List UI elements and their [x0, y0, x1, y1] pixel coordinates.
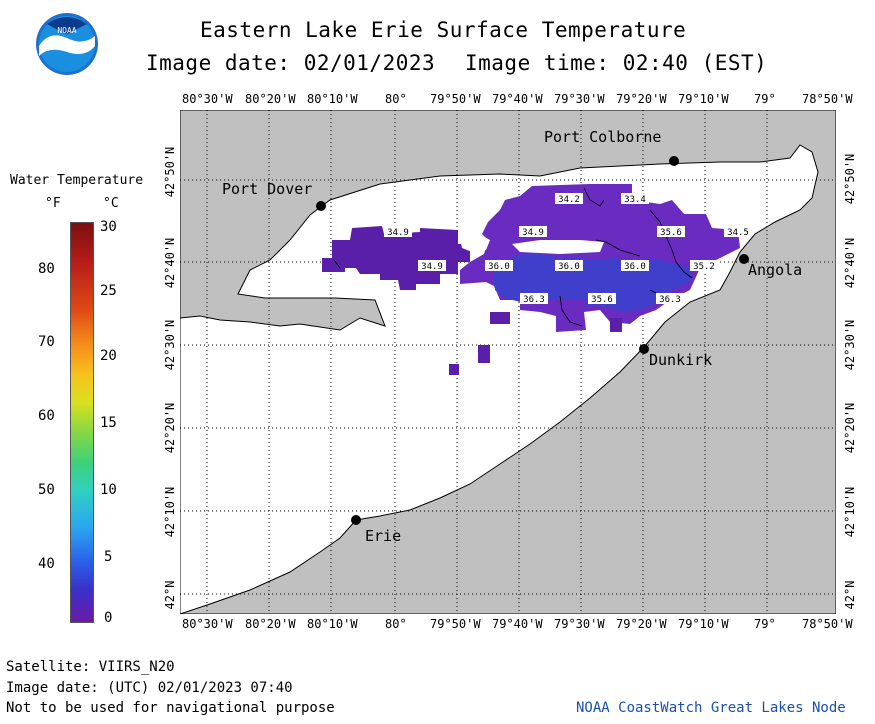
place-port-colborne: Port Colborne [544, 128, 662, 146]
legend-unit-f: °F [45, 196, 61, 211]
c-tick-10: 10 [100, 482, 117, 498]
lon-bottom-3: 80°10'W [307, 617, 358, 631]
dunkirk-marker [639, 344, 649, 354]
lon-bottom-9: 79°10'W [678, 617, 729, 631]
lat-right-2: 42°40'N [843, 237, 857, 289]
lat-left-1: 42°50'N [163, 146, 177, 198]
color-scale-bar [70, 222, 94, 623]
lat-left-3: 42°30'N [163, 319, 177, 371]
lat-right-3: 42°30'N [843, 319, 857, 371]
contour-label: 36.3 [523, 295, 545, 305]
utc-date: Image date: (UTC) 02/01/2023 07:40 [6, 680, 293, 696]
c-tick-0: 0 [104, 610, 113, 626]
city-markers [316, 156, 749, 525]
f-tick-80: 80 [38, 261, 55, 277]
lat-left-2: 42°40'N [163, 237, 177, 289]
c-tick-25: 25 [100, 283, 117, 299]
lon-bottom-5: 79°50'W [430, 617, 481, 631]
lat-left-6: 42°N [163, 580, 177, 610]
port-colborne-marker [669, 156, 679, 166]
lon-top-10: 79° [754, 92, 776, 106]
contour-label: 36.0 [488, 262, 510, 272]
lat-right-1: 42°50'N [843, 153, 857, 205]
contour-label: 34.5 [727, 228, 749, 238]
f-tick-60: 60 [38, 408, 55, 424]
contour-label: 34.9 [387, 228, 409, 238]
lat-left-5: 42°10'N [163, 486, 177, 538]
legend-unit-c: °C [103, 196, 119, 211]
contour-labels: 34.2 33.4 34.9 34.9 35.6 34.5 34.9 36.0 … [384, 193, 752, 305]
satellite-info: Satellite: VIIRS_N20 [6, 659, 175, 675]
place-angola: Angola [748, 261, 803, 279]
lon-top-4: 80° [385, 92, 407, 106]
contour-label: 36.0 [558, 262, 580, 272]
map-title: Eastern Lake Erie Surface Temperature [200, 18, 687, 42]
lon-bottom-4: 80° [385, 617, 407, 631]
angola-marker [739, 254, 749, 264]
lat-right-5: 42°10'N [843, 486, 857, 538]
contour-label: 33.4 [624, 195, 646, 205]
f-tick-50: 50 [38, 482, 55, 498]
lon-bottom-10: 79° [754, 617, 776, 631]
contour-label: 34.2 [558, 195, 580, 205]
f-tick-70: 70 [38, 334, 55, 350]
contour-label: 34.9 [522, 228, 544, 238]
place-dunkirk: Dunkirk [649, 351, 713, 369]
lon-top-5: 79°50'W [430, 92, 481, 106]
port-dover-marker [316, 201, 326, 211]
contour-label: 35.6 [591, 295, 613, 305]
image-time: Image time: 02:40 (EST) [465, 51, 768, 75]
lon-top-8: 79°20'W [616, 92, 667, 106]
logo-text: NOAA [57, 26, 76, 35]
c-tick-15: 15 [100, 415, 117, 431]
lon-bottom-7: 79°30'W [554, 617, 605, 631]
noaa-logo-icon: NOAA [36, 13, 98, 75]
c-tick-5: 5 [104, 549, 113, 565]
image-date: Image date: 02/01/2023 [146, 51, 436, 75]
lat-right-6: 42°N [843, 580, 857, 610]
contour-label: 35.6 [660, 228, 682, 238]
place-port-dover: Port Dover [222, 180, 313, 198]
c-tick-20: 20 [100, 348, 117, 364]
lat-right-4: 42°20'N [843, 402, 857, 454]
lon-top-9: 79°10'W [678, 92, 729, 106]
lon-top-7: 79°30'W [554, 92, 605, 106]
lon-top-3: 80°10'W [307, 92, 358, 106]
lat-left-4: 42°20'N [163, 402, 177, 454]
lon-bottom-8: 79°20'W [616, 617, 667, 631]
disclaimer: Not to be used for navigational purpose [6, 700, 335, 716]
c-tick-30: 30 [100, 219, 117, 235]
lon-top-2: 80°20'W [245, 92, 296, 106]
lon-top-6: 79°40'W [492, 92, 543, 106]
lon-top-11: 78°50'W [802, 92, 853, 106]
contour-label: 36.3 [659, 295, 681, 305]
lon-bottom-1: 80°30'W [182, 617, 233, 631]
contour-label: 34.9 [421, 262, 443, 272]
place-erie: Erie [365, 527, 402, 545]
contour-label: 35.2 [693, 262, 715, 272]
lon-bottom-6: 79°40'W [492, 617, 543, 631]
f-tick-40: 40 [38, 556, 55, 572]
contour-label: 36.0 [624, 262, 646, 272]
isotherm-contours [333, 187, 693, 327]
erie-marker [351, 515, 361, 525]
lon-top-1: 80°30'W [182, 92, 233, 106]
legend-title: Water Temperature [10, 173, 144, 188]
lon-bottom-11: 78°50'W [802, 617, 853, 631]
lon-bottom-2: 80°20'W [245, 617, 296, 631]
credit: NOAA CoastWatch Great Lakes Node [576, 700, 846, 716]
lake-erie-map: 34.2 33.4 34.9 34.9 35.6 34.5 34.9 36.0 … [180, 110, 836, 614]
